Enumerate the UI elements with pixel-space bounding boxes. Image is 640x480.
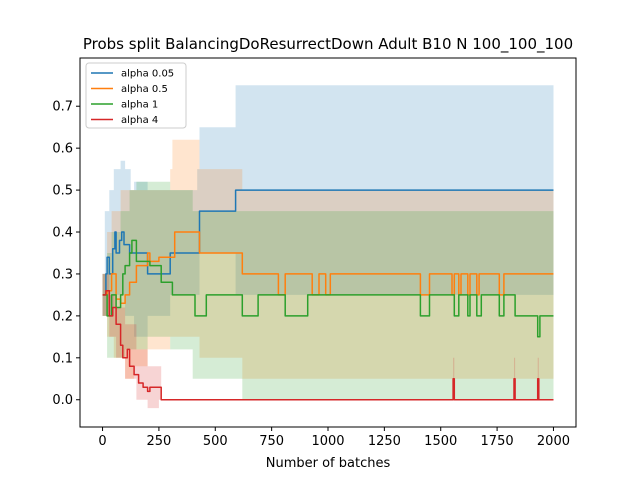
x-tick-label: 1500 xyxy=(424,434,457,449)
y-tick-label: 0.3 xyxy=(52,267,73,282)
legend-box xyxy=(85,62,187,129)
y-tick-label: 0.1 xyxy=(52,351,73,366)
x-tick-label: 250 xyxy=(146,434,171,449)
x-tick-label: 1250 xyxy=(368,434,401,449)
y-tick-label: 0.5 xyxy=(52,184,73,199)
y-tick-label: 0.4 xyxy=(52,226,73,241)
x-axis: 0 250 500 750 1000 1250 1500 1750 2000 xyxy=(98,427,570,449)
x-axis-label: Number of batches xyxy=(266,456,391,471)
x-tick-label: 0 xyxy=(98,434,106,449)
legend-label-4: alpha 4 xyxy=(121,115,158,126)
series-lines xyxy=(102,189,554,401)
chart-title: Probs split BalancingDoResurrectDown Adu… xyxy=(83,35,573,54)
x-tick-label: 2000 xyxy=(537,434,570,449)
y-tick-label: 0.7 xyxy=(52,100,73,115)
line-series-3 xyxy=(102,239,554,338)
y-tick-label: 0.6 xyxy=(52,142,73,157)
x-tick-label: 1000 xyxy=(311,434,344,449)
x-tick-label: 750 xyxy=(259,434,284,449)
line-series-4 xyxy=(102,289,554,401)
x-tick-label: 1750 xyxy=(481,434,514,449)
y-tick-label: 0.2 xyxy=(52,309,73,324)
x-tick-label: 500 xyxy=(203,434,228,449)
legend: alpha 0.05 alpha 0.5 alpha 1 alpha 4 xyxy=(85,62,187,129)
legend-label-3: alpha 1 xyxy=(121,100,158,111)
band-series-4 xyxy=(102,273,554,409)
y-axis: 0.0 0.1 0.2 0.3 0.4 0.5 0.6 0.7 xyxy=(52,100,80,408)
band-series-3 xyxy=(102,181,554,400)
band-series-2 xyxy=(102,139,554,379)
legend-label-2: alpha 0.5 xyxy=(121,84,168,95)
y-tick-label: 0.0 xyxy=(52,393,73,408)
legend-label-1: alpha 0.05 xyxy=(121,69,174,80)
